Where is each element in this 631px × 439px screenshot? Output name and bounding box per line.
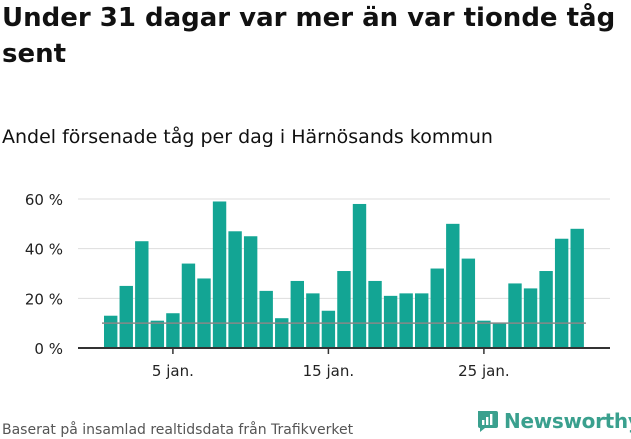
bar [197, 278, 211, 348]
bar [399, 293, 413, 348]
bar [415, 293, 429, 348]
bar [508, 283, 522, 348]
bar [461, 258, 476, 348]
bar [150, 320, 165, 348]
bar [368, 280, 382, 348]
bar [337, 271, 351, 348]
chart-title: Under 31 dagar var mer än var tionde tåg… [2, 3, 616, 69]
bar [539, 271, 553, 348]
y-tick-label: 60 % [25, 191, 63, 209]
bar [243, 236, 258, 348]
x-tick-label: 5 jan. [152, 362, 194, 380]
bar [446, 223, 460, 348]
bar [554, 238, 569, 348]
bar [119, 285, 133, 348]
y-tick-label: 40 % [25, 241, 63, 259]
bar [212, 201, 227, 348]
bar [477, 320, 491, 348]
bar [383, 295, 398, 348]
bar [570, 228, 584, 348]
bar [306, 293, 320, 348]
y-tick-label: 20 % [25, 290, 63, 308]
bar [523, 288, 538, 348]
newsworthy-logo-icon [478, 411, 498, 432]
x-tick-label: 15 jan. [303, 362, 355, 380]
bar [166, 313, 180, 348]
bar [275, 318, 289, 348]
brand-logo: Newsworthy [476, 409, 631, 433]
bar [352, 203, 367, 348]
bar [290, 280, 304, 348]
brand-name: Newsworthy [504, 409, 631, 433]
bar [259, 290, 273, 348]
bar [430, 268, 444, 348]
bar-chart: 0 % 20 % 40 % 60 % 5 jan. 15 jan. 25 jan. [25, 191, 610, 380]
source-note: Baserat på insamlad realtidsdata från Tr… [2, 422, 354, 438]
bar [104, 315, 118, 348]
bar [321, 310, 336, 348]
bar [181, 263, 196, 348]
y-tick-label: 0 % [34, 340, 63, 358]
chart-subtitle: Andel försenade tåg per dag i Härnösands… [2, 126, 493, 148]
bar [492, 323, 507, 348]
bar [135, 241, 149, 348]
x-tick-label: 25 jan. [458, 362, 510, 380]
bar [228, 231, 242, 348]
